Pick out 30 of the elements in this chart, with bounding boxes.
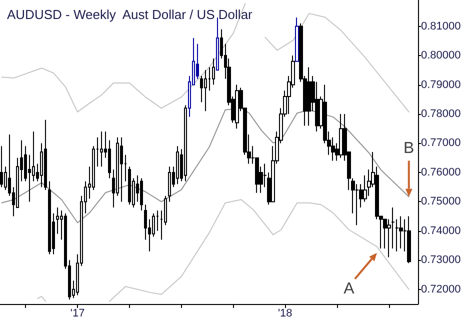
y-tick-label: 0.74000 (421, 224, 461, 237)
candlestick (339, 114, 343, 158)
candlestick (176, 146, 179, 185)
y-tick-label: 0.73000 (421, 254, 461, 266)
y-tick-label: 0.77000 (421, 137, 461, 150)
candlestick (235, 84, 239, 130)
candlestick (204, 70, 207, 112)
candlestick (44, 119, 47, 190)
candlestick (128, 166, 131, 206)
y-tick-label: 0.79000 (421, 78, 461, 91)
y-tick-label: 0.76000 (421, 166, 461, 178)
y-tick-label: 0.72000 (421, 283, 461, 296)
candlestick (407, 216, 411, 264)
candlestick (399, 216, 403, 249)
candlestick (168, 166, 171, 202)
candlestick (0, 146, 3, 188)
y-tick-label: 0.78000 (421, 108, 461, 120)
candlestick (120, 136, 123, 202)
annotation: B (404, 140, 414, 158)
y-tick-label: 0.81000 (421, 20, 461, 32)
candlestick (140, 178, 143, 211)
x-tick-label: '18 (278, 308, 292, 320)
candlestick (307, 66, 311, 126)
candlestick (48, 180, 51, 255)
text: AUDUSD - Weekly Aust Dollar / US Dollar (7, 7, 254, 22)
x-tick-label: '17 (70, 308, 85, 320)
candlestick (100, 131, 103, 168)
annotation: A (344, 280, 355, 298)
y-tick-label: 0.75000 (421, 196, 461, 208)
y-tick-label: 0.80000 (421, 50, 461, 62)
